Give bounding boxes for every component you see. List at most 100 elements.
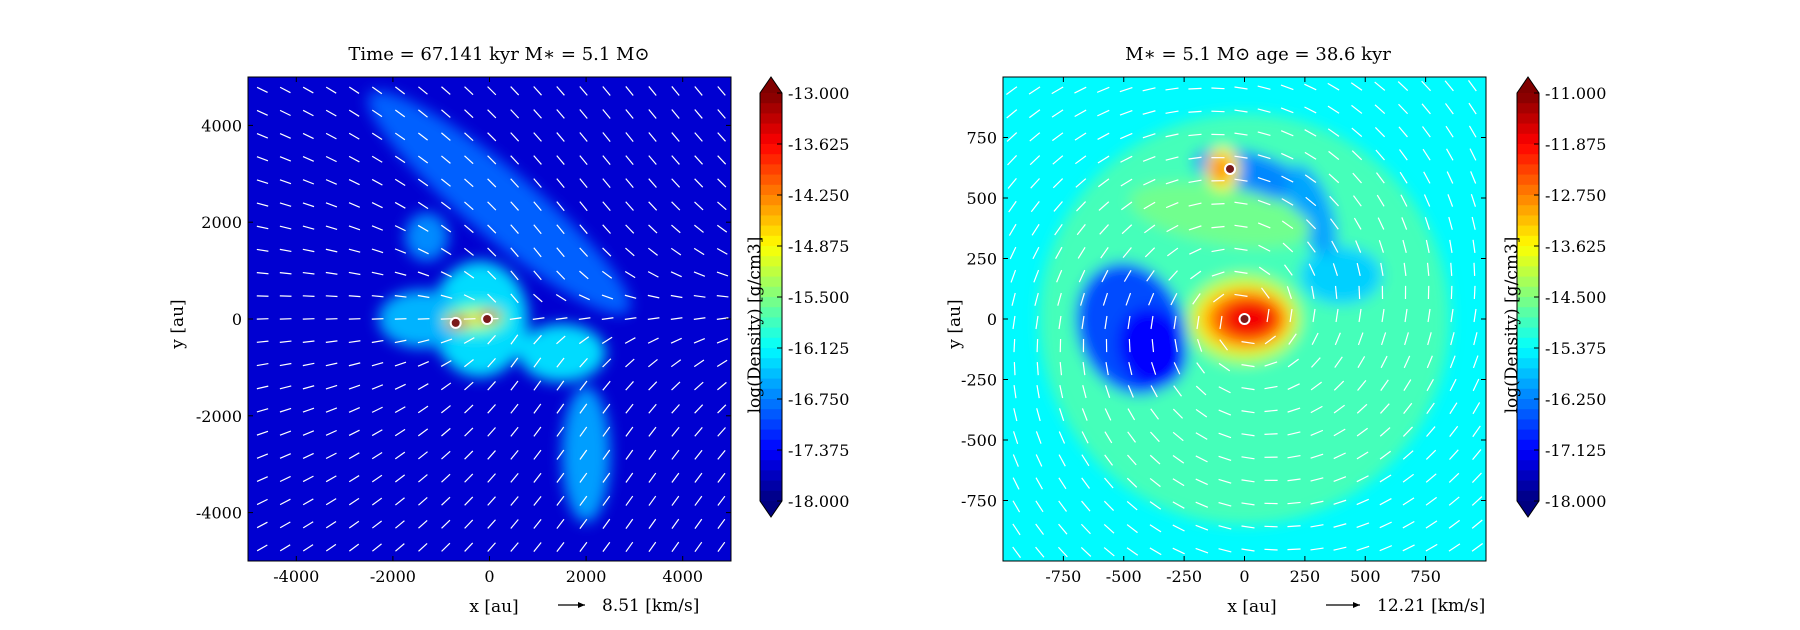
velocity-arrow: [279, 362, 292, 367]
velocity-arrow: [325, 248, 338, 253]
colorbar-segment: [1517, 348, 1539, 359]
velocity-arrow: [1174, 338, 1178, 353]
velocity-arrow: [671, 201, 681, 211]
velocity-arrow: [533, 270, 542, 281]
velocity-arrow: [371, 271, 384, 276]
velocity-arrow: [440, 201, 452, 210]
velocity-arrow: [510, 334, 519, 345]
velocity-arrow: [464, 359, 474, 368]
velocity-arrow: [302, 385, 315, 390]
velocity-arrow: [1009, 246, 1017, 260]
velocity-arrow: [1425, 473, 1437, 483]
colorbar-segment: [760, 429, 782, 441]
velocity-arrow: [464, 86, 474, 96]
velocity-arrow: [1105, 362, 1109, 376]
velocity-arrow: [395, 497, 405, 506]
velocity-arrow: [325, 384, 338, 390]
velocity-arrow: [693, 359, 705, 368]
velocity-arrow: [1402, 473, 1414, 483]
velocity-arrow: [1035, 500, 1044, 513]
velocity-arrow: [556, 403, 565, 414]
velocity-arrow: [441, 86, 451, 95]
velocity-arrow: [1166, 224, 1179, 233]
x-tick-label: -2000: [370, 567, 416, 586]
colorbar-segment: [1517, 113, 1539, 125]
velocity-arrow: [464, 201, 474, 211]
velocity-arrow: [602, 358, 612, 368]
velocity-arrow: [418, 497, 428, 506]
velocity-arrow: [1257, 108, 1271, 113]
velocity-arrow: [325, 520, 337, 529]
panel-2-colorbar: -11.000 -11.875 -12.750 -13.625 -14.500 -15.3…: [1516, 76, 1606, 518]
velocity-arrow: [1304, 129, 1317, 137]
velocity-arrow: [533, 334, 542, 345]
velocity-arrow: [648, 381, 658, 391]
velocity-arrow: [601, 317, 614, 320]
velocity-arrow: [348, 109, 360, 117]
velocity-arrow: [579, 426, 588, 437]
velocity-arrow: [302, 521, 314, 529]
velocity-arrow: [1190, 270, 1202, 280]
velocity-arrow: [1241, 410, 1255, 414]
density-map: [1003, 77, 1486, 561]
velocity-arrow: [1034, 292, 1039, 306]
velocity-arrow: [671, 178, 681, 188]
velocity-arrow: [671, 155, 680, 165]
velocity-arrow: [602, 155, 611, 166]
velocity-arrow: [1426, 355, 1433, 369]
velocity-arrow: [694, 404, 704, 414]
velocity-arrow: [394, 361, 407, 367]
velocity-arrow: [717, 541, 726, 553]
velocity-arrow: [1380, 262, 1384, 276]
velocity-arrow: [1081, 477, 1090, 489]
velocity-arrow: [1035, 523, 1044, 535]
velocity-arrow: [625, 247, 635, 257]
velocity-arrow: [1192, 293, 1201, 305]
velocity-arrow: [440, 360, 452, 367]
velocity-arrow: [1446, 171, 1454, 184]
colorbar-segment: [760, 490, 782, 502]
velocity-arrow: [694, 449, 703, 460]
velocity-arrow: [1379, 521, 1392, 529]
velocity-arrow: [1058, 315, 1062, 330]
velocity-arrow: [1012, 454, 1019, 467]
velocity-arrow: [487, 178, 497, 188]
colorbar-segment: [760, 246, 782, 257]
velocity-arrow: [1333, 428, 1346, 437]
velocity-arrow: [1287, 454, 1301, 459]
colorbar-segment: [760, 215, 782, 227]
colorbar-segment: [1517, 266, 1539, 278]
colorbar-tick-label: -16.750: [788, 390, 849, 409]
velocity-arrow: [671, 495, 680, 506]
velocity-arrow: [1266, 308, 1270, 323]
velocity-arrow: [601, 336, 613, 344]
velocity-arrow: [1126, 524, 1138, 534]
velocity-arrow: [1195, 524, 1209, 531]
velocity-arrow: [256, 453, 269, 459]
panel-2-vector-key-arrowhead: [1353, 602, 1360, 608]
velocity-arrow: [1351, 127, 1363, 138]
velocity-arrow: [1080, 292, 1085, 306]
velocity-arrow: [647, 271, 659, 278]
velocity-arrow: [1103, 500, 1115, 512]
colorbar-segment: [760, 409, 782, 420]
density-region: [404, 212, 449, 261]
velocity-arrow: [1149, 524, 1162, 533]
velocity-arrow: [256, 430, 269, 436]
velocity-arrow: [1425, 543, 1438, 552]
velocity-arrow: [625, 472, 634, 483]
velocity-arrow: [648, 132, 657, 142]
panel-1: Time = 67.141 kyr M∗ = 5.1 M⊙ -4000 -2000…: [168, 44, 849, 617]
velocity-arrow: [1098, 201, 1110, 211]
velocity-arrow: [302, 430, 315, 436]
velocity-arrow: [1281, 175, 1294, 183]
velocity-arrow: [1310, 547, 1324, 551]
velocity-arrow: [1035, 546, 1045, 558]
velocity-arrow: [1378, 240, 1385, 253]
velocity-arrow: [625, 155, 634, 165]
velocity-arrow: [1257, 199, 1271, 206]
velocity-arrow: [1444, 80, 1454, 92]
velocity-arrow: [533, 495, 542, 506]
x-tick-label: -250: [1166, 567, 1202, 586]
velocity-arrow: [394, 225, 406, 232]
